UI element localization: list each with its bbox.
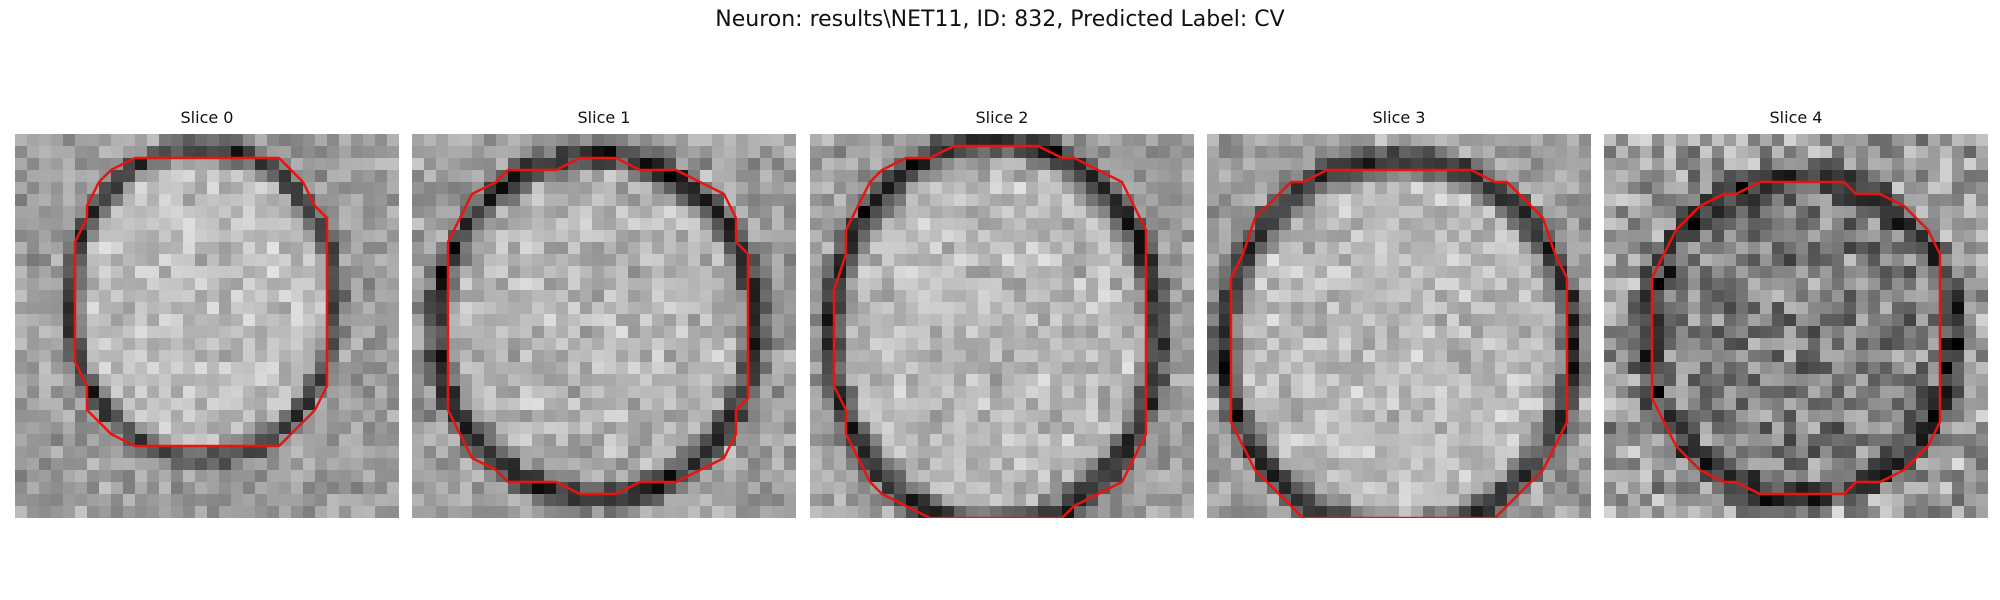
slice-contour-2 <box>832 144 1148 518</box>
slice-title-2: Slice 2 <box>975 108 1029 127</box>
slice-contour-1 <box>446 156 750 496</box>
slice-title-0: Slice 0 <box>180 108 234 127</box>
slice-contour-0 <box>73 156 329 448</box>
slice-title-4: Slice 4 <box>1769 108 1823 127</box>
contour-line-4 <box>1650 180 1942 496</box>
slice-contour-3 <box>1229 168 1569 518</box>
contour-line-2 <box>832 144 1148 518</box>
contour-line-0 <box>73 156 329 448</box>
slice-panel-4: Slice 4 <box>1604 108 1988 518</box>
slice-image-0 <box>15 134 399 518</box>
slice-title-3: Slice 3 <box>1372 108 1426 127</box>
figure-title: Neuron: results\NET11, ID: 832, Predicte… <box>715 7 1285 32</box>
slice-title-1: Slice 1 <box>577 108 631 127</box>
slice-image-3 <box>1207 134 1591 518</box>
slice-panel-1: Slice 1 <box>412 108 796 518</box>
slice-panel-2: Slice 2 <box>810 108 1194 518</box>
slice-image-1 <box>412 134 796 518</box>
contour-line-1 <box>446 156 750 496</box>
contour-line-3 <box>1229 168 1569 518</box>
slice-panel-3: Slice 3 <box>1207 108 1591 518</box>
slice-panel-0: Slice 0 <box>15 108 399 518</box>
slice-contour-4 <box>1650 180 1942 496</box>
slice-image-4 <box>1604 134 1988 518</box>
